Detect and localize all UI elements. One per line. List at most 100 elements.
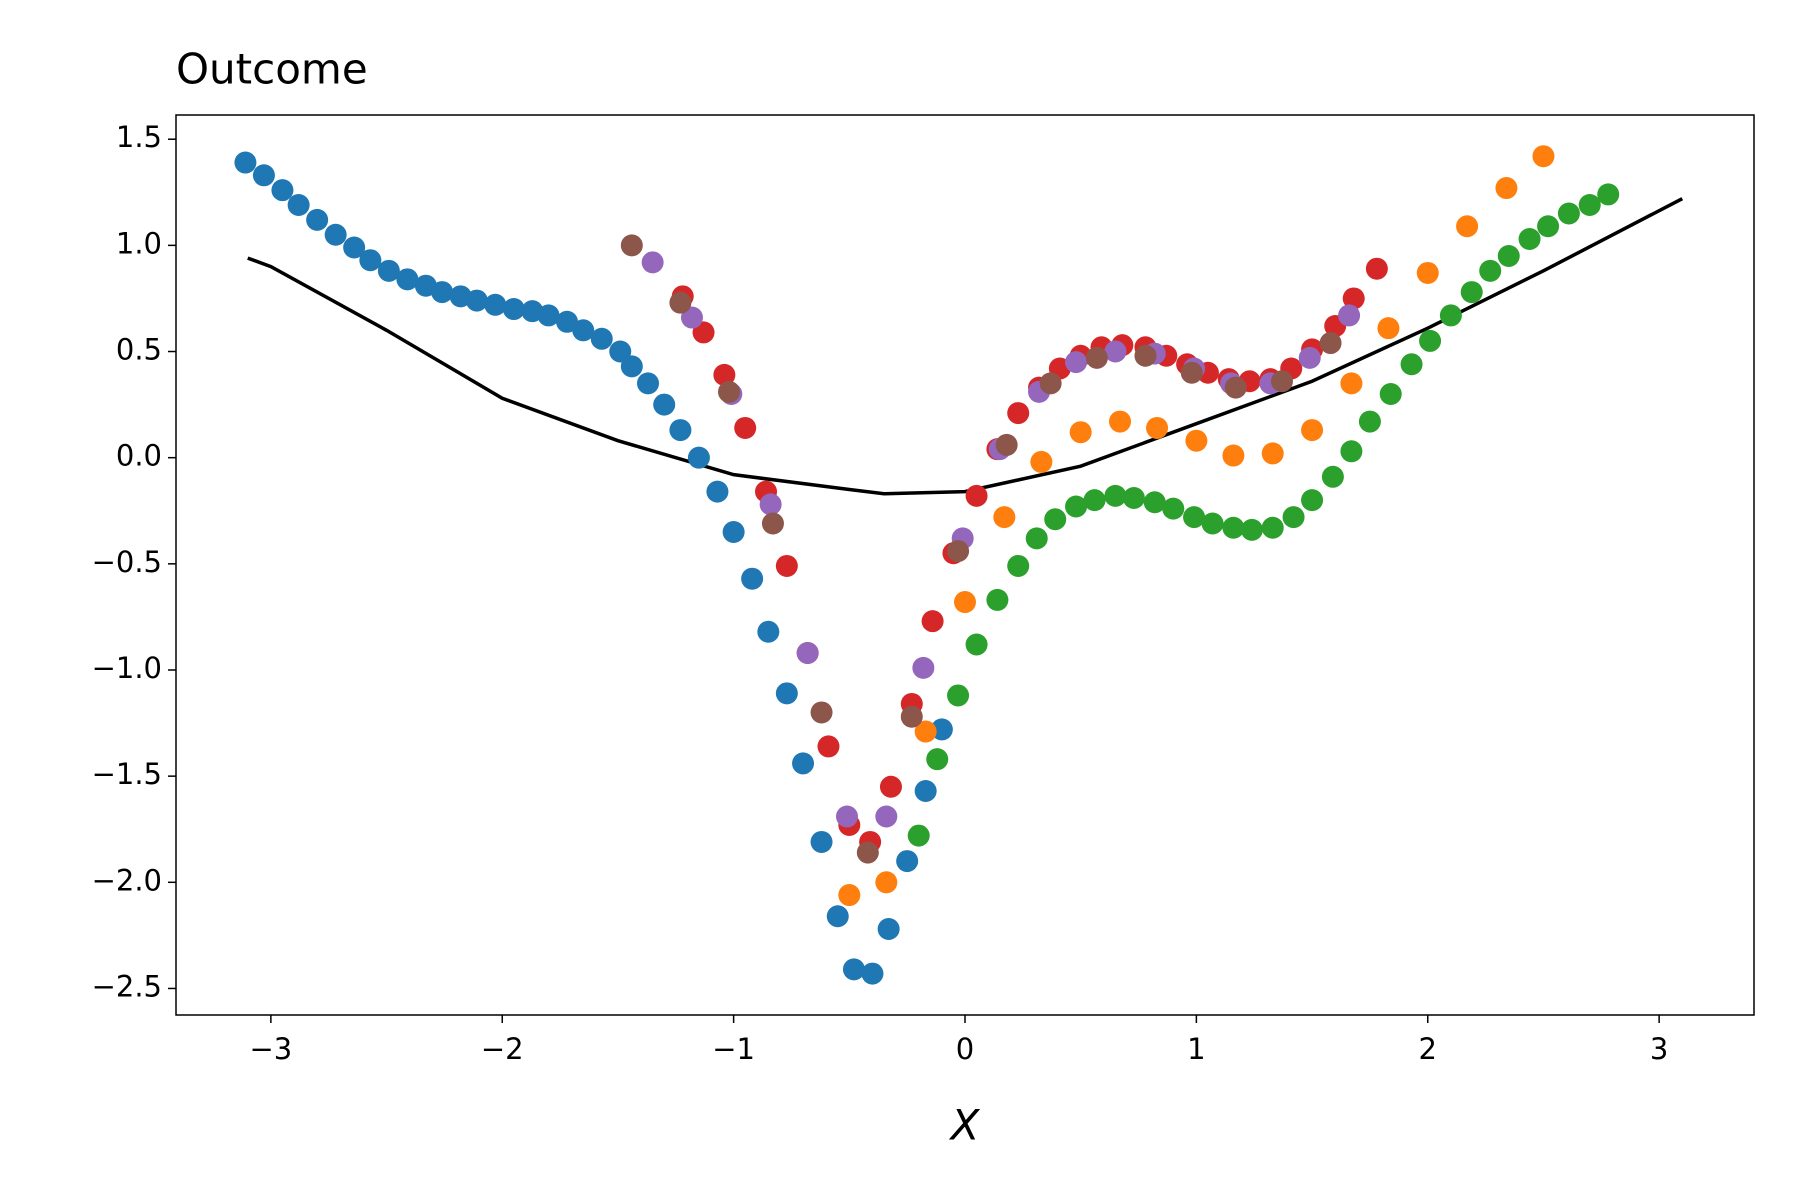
point	[1180, 361, 1203, 384]
point	[775, 682, 798, 705]
point	[1532, 145, 1555, 168]
point	[1122, 487, 1145, 510]
point	[912, 656, 935, 679]
x-tick-label: 3	[1650, 1032, 1668, 1066]
point	[879, 775, 902, 798]
point	[826, 905, 849, 928]
point	[965, 484, 988, 507]
point	[900, 705, 923, 728]
point	[1065, 351, 1088, 374]
point	[669, 291, 692, 314]
point	[620, 355, 643, 378]
point	[1419, 329, 1442, 352]
point	[1495, 177, 1518, 200]
point	[1497, 244, 1520, 267]
x-tick-label: −2	[481, 1032, 524, 1066]
point	[1183, 506, 1206, 529]
point	[1340, 440, 1363, 463]
point	[896, 850, 919, 873]
point	[761, 512, 784, 535]
point	[1261, 442, 1284, 465]
point	[1400, 353, 1423, 376]
point	[669, 419, 692, 442]
y-tick-label: 1.0	[116, 226, 162, 260]
y-tick-label: 0.5	[116, 333, 162, 367]
point	[1007, 402, 1030, 425]
point	[287, 194, 310, 217]
point	[954, 591, 976, 614]
point	[930, 718, 953, 741]
point	[993, 506, 1016, 529]
point	[810, 701, 833, 724]
point	[556, 310, 579, 333]
point	[1298, 346, 1321, 369]
point	[914, 780, 937, 803]
x-tick-label: 1	[1187, 1032, 1205, 1066]
point	[234, 151, 257, 174]
point	[1025, 527, 1048, 550]
plot-frame	[175, 114, 1755, 1016]
point	[572, 319, 595, 342]
point	[1143, 491, 1166, 514]
point	[271, 179, 294, 202]
point	[377, 259, 400, 282]
point	[1104, 484, 1127, 507]
chart-title: Outcome	[176, 45, 368, 94]
point	[757, 620, 780, 643]
point	[706, 480, 729, 503]
y-tick-label: 0.0	[116, 439, 162, 473]
point	[734, 416, 757, 439]
point	[620, 234, 643, 257]
point	[835, 805, 858, 828]
point	[947, 684, 970, 707]
point	[1039, 372, 1062, 395]
point	[1134, 344, 1157, 367]
point	[1240, 518, 1263, 541]
point	[1439, 304, 1462, 327]
point	[856, 841, 879, 864]
point	[1557, 202, 1580, 225]
point	[1321, 465, 1344, 488]
point	[465, 289, 488, 312]
point	[875, 871, 898, 894]
point	[1261, 516, 1284, 539]
point	[1456, 215, 1479, 238]
point	[1030, 450, 1053, 473]
point	[1083, 489, 1106, 512]
point	[637, 372, 660, 395]
point	[641, 251, 664, 274]
point	[1065, 495, 1088, 518]
x-axis-label: X	[949, 1101, 981, 1150]
point	[590, 327, 613, 350]
point	[986, 588, 1009, 611]
y-tick-label: −0.5	[92, 545, 162, 579]
point	[252, 164, 275, 187]
point	[431, 281, 454, 304]
point	[687, 446, 710, 469]
x-tick-label: −1	[712, 1032, 755, 1066]
point	[722, 520, 745, 543]
point	[1222, 516, 1245, 539]
point	[759, 493, 782, 516]
point	[1224, 376, 1247, 399]
point	[1301, 419, 1324, 442]
point	[810, 830, 833, 853]
point	[1185, 429, 1208, 452]
x-tick-label: −3	[249, 1032, 292, 1066]
point	[1340, 372, 1363, 395]
point	[796, 642, 819, 665]
point	[921, 610, 944, 633]
point	[1379, 382, 1402, 405]
point	[1301, 489, 1324, 512]
x-tick-label: 2	[1419, 1032, 1437, 1066]
point	[1201, 512, 1224, 535]
point	[995, 433, 1018, 456]
point	[1578, 194, 1601, 217]
point	[1416, 261, 1439, 284]
point	[875, 805, 898, 828]
point	[1358, 410, 1381, 433]
point	[1377, 317, 1400, 340]
point	[692, 321, 715, 344]
point	[324, 223, 347, 246]
